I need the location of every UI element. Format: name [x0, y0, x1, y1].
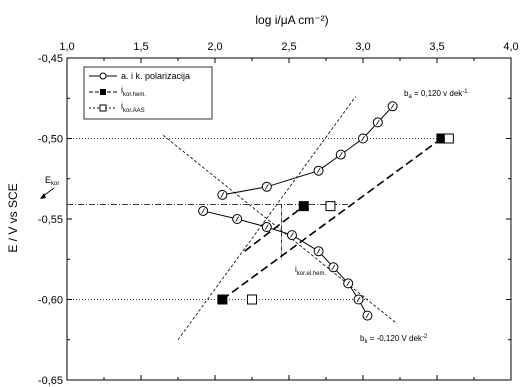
y-axis-title: E / V vs SCE — [6, 183, 20, 252]
y-tick-label: -0,60 — [38, 295, 63, 307]
annotation-bk-main: b — [360, 334, 365, 343]
x-tick-label: 4,0 — [503, 41, 518, 53]
legend-label-kor-aas: ikor.AAS — [121, 101, 145, 114]
annotation-ikor-el-hem-sub: kor.el.hem. — [297, 271, 327, 277]
annotation-bk-suffix: = -0,120 V dek — [367, 334, 422, 343]
x-tick-label: 1,0 — [59, 41, 74, 53]
annotation-ekor-main: E — [45, 175, 51, 185]
polarization-point-mark — [331, 264, 336, 271]
legend-label-kor-hem: ikor.hem. — [121, 85, 146, 98]
annotation-ekor-sub: kor — [51, 181, 59, 187]
polarization-point-mark — [290, 232, 294, 238]
polarization-point-mark — [361, 135, 365, 142]
annotation-ba-sub: a — [408, 94, 412, 100]
y-tick-label: -0,45 — [38, 53, 63, 65]
kor-aas-point — [325, 201, 336, 212]
kor-aas-point — [443, 133, 454, 144]
x-tick-label: 3,0 — [355, 41, 370, 53]
legend-marker-polarizacija — [99, 72, 107, 80]
annotation-ba-sup: -1 — [462, 89, 468, 95]
polarization-point-mark — [264, 184, 269, 190]
polarization-point-mark — [346, 280, 351, 287]
legend-label-kor-aas-sub: kor.AAS — [123, 108, 145, 114]
dashed-line — [244, 205, 305, 252]
dashed-line — [221, 137, 442, 301]
legend-marker-kor-aas — [99, 104, 107, 112]
annotation-bk-sup: -2 — [422, 334, 428, 340]
annotation-ba-main: b — [404, 89, 409, 98]
legend: a. i k. polarizacija ikor.hem. ikor.AAS — [83, 66, 213, 120]
polarization-point-mark — [220, 192, 225, 198]
polarization-curve — [222, 105, 393, 196]
x-tick-label: 2,5 — [281, 41, 296, 53]
annotation-bk: bk = -0,120 V dek-2 — [360, 334, 428, 345]
polarization-point-mark — [338, 151, 343, 158]
x-tick-label: 3,5 — [429, 41, 444, 53]
tafel-lines — [162, 96, 398, 340]
y-tick-label: -0,65 — [38, 375, 63, 387]
polarization-point-mark — [264, 224, 269, 230]
polarization-point-mark — [316, 248, 321, 254]
annotation-ekor: Ekor — [45, 175, 59, 187]
tafel-line — [162, 134, 398, 324]
kor-hem-point — [217, 294, 228, 305]
polarization-point-mark — [365, 312, 370, 319]
annotation-bk-sub: k — [364, 339, 368, 345]
polarization-point-mark — [235, 216, 240, 222]
legend-label-kor-hem-sub: kor.hem. — [123, 92, 146, 98]
annotation-ba: ba = 0,120 v dek-1 — [404, 89, 468, 100]
polarization-curve — [203, 210, 368, 316]
polarization-point-mark — [375, 119, 380, 126]
annotation-ba-suffix: = 0,120 v dek — [412, 89, 463, 98]
polarization-point-mark — [201, 208, 206, 214]
y-tick-label: -0,50 — [38, 134, 63, 146]
x-axis-title: log i/μA cm⁻²) — [255, 13, 328, 27]
dashed-lines — [221, 137, 442, 301]
kor-aas-point — [247, 294, 257, 305]
annotation-ikor-el-hem: ikor.el.hem. — [295, 265, 326, 277]
legend-marker-kor-hem — [100, 89, 106, 95]
x-tick-label: 2,0 — [207, 41, 222, 53]
tafel-line — [177, 96, 356, 340]
polarization-point-mark — [390, 103, 395, 110]
legend-label-kor-hem-main: i — [121, 85, 123, 95]
data-series — [198, 101, 454, 321]
x-tick-label: 1,5 — [133, 41, 148, 53]
annotation-ikor-el-hem-main: i — [295, 265, 297, 274]
y-tick-label: -0,55 — [38, 214, 63, 226]
kor-hem-point — [298, 201, 309, 212]
legend-label-kor-aas-main: i — [121, 101, 123, 111]
polarization-point-mark — [316, 167, 321, 174]
polarization-point-mark — [356, 296, 361, 303]
ekor-arrow-head — [40, 193, 46, 199]
axis-ticks: 1,0 1,5 2,0 2,5 3,0 3,5 4,0 -0,45 -0,50 -0,55 -0,6… — [38, 41, 519, 387]
legend-label-polarizacija: a. i k. polarizacija — [121, 71, 190, 81]
